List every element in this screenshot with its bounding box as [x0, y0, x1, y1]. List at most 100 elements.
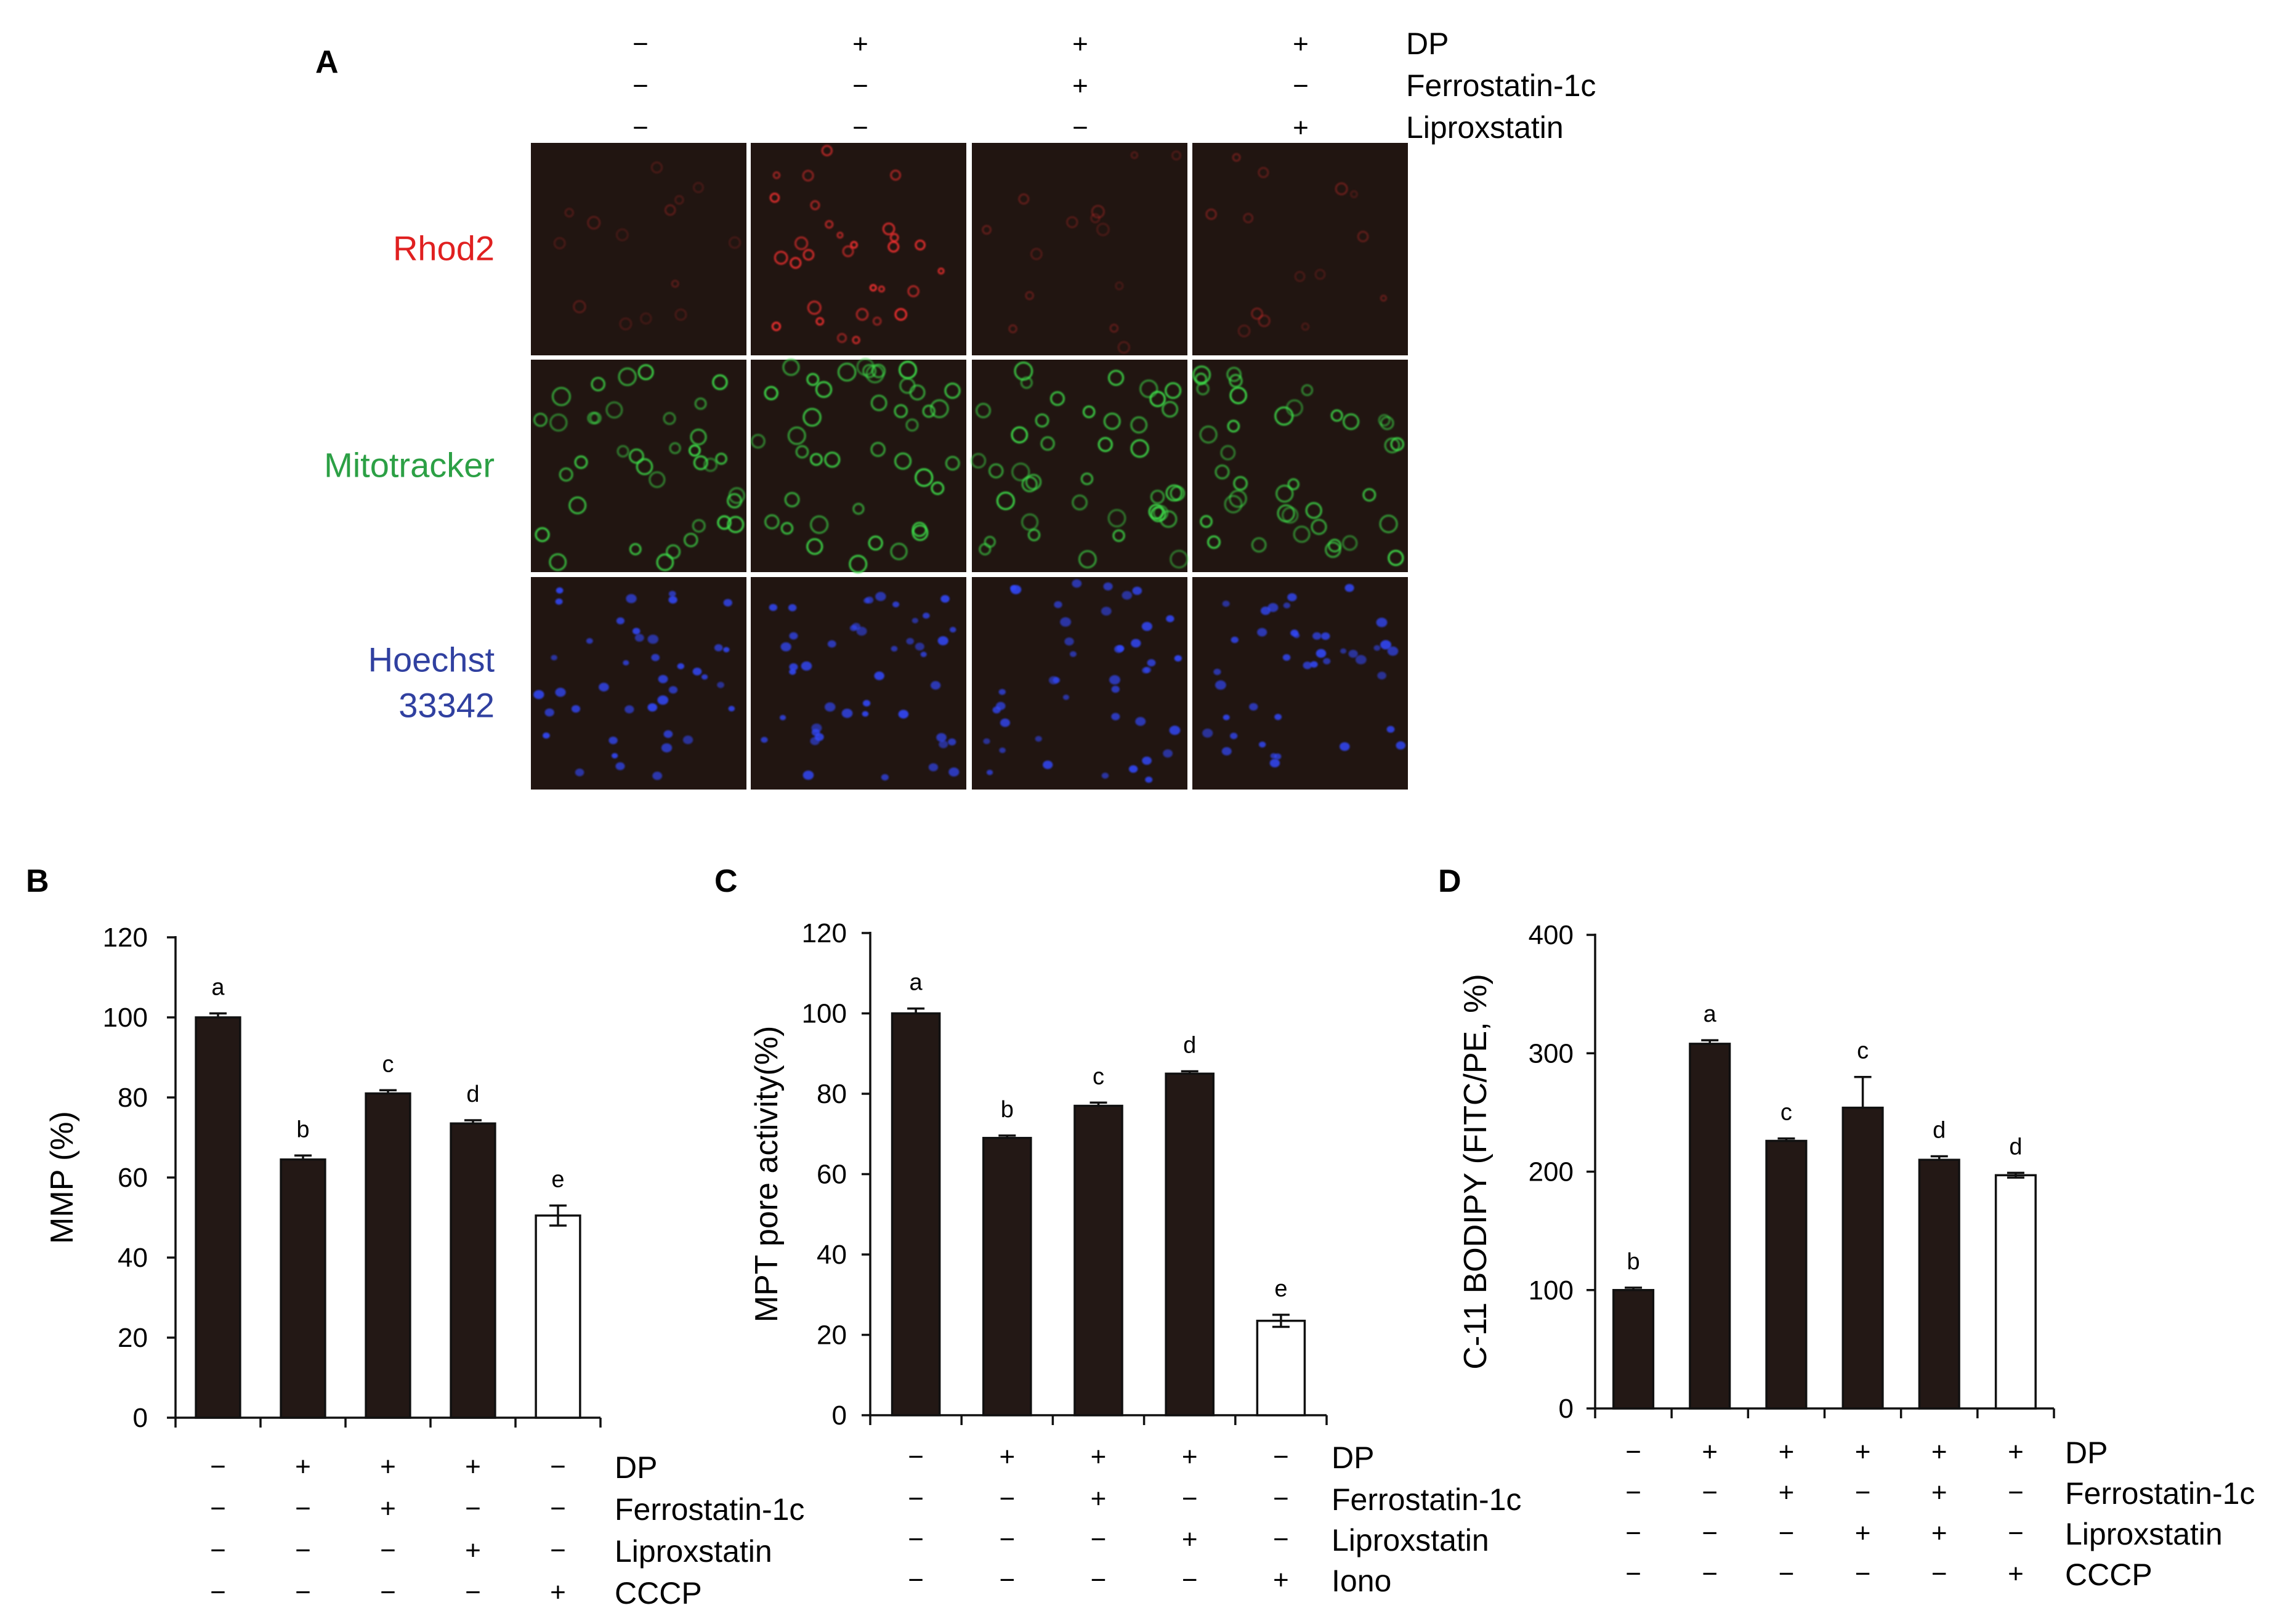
chart-c: C 0 20 40 60 80 100 120 MPT pore activity(%) a b c d…: [714, 863, 1521, 1598]
nucleus-dot: [986, 769, 993, 775]
treatment-sign: −: [210, 1493, 226, 1524]
treatment-sign: −: [210, 1577, 226, 1607]
calcium-signal: [1066, 216, 1078, 228]
bar: [365, 1092, 411, 1419]
calcium-signal: [650, 161, 663, 174]
mitochondria-ring: [559, 467, 573, 482]
panel-a: A − + + + DP − − + − Ferrostatin-1c − − − + Liproxstat…: [315, 26, 1596, 790]
calcium-signal: [894, 308, 908, 321]
mitochondria-ring: [870, 442, 886, 457]
mitochondria-ring: [868, 535, 883, 551]
nucleus-dot: [874, 671, 884, 681]
treatment-sign: +: [1931, 1477, 1947, 1508]
treatment-sign: −: [1625, 1437, 1641, 1467]
nucleus-dot: [1310, 661, 1318, 668]
treatment-sign: −: [908, 1484, 924, 1514]
treatment-sign: −: [295, 1535, 311, 1566]
nucleus-dot: [1128, 765, 1138, 773]
nucleus-dot: [1274, 714, 1282, 721]
treatment-sign: +: [1855, 1518, 1871, 1548]
treatment-sign: −: [380, 1535, 396, 1566]
nucleus-dot: [647, 703, 658, 712]
mitochondria-ring: [636, 458, 653, 475]
significance-letter: a: [211, 975, 225, 1001]
mitochondria-ring: [1311, 519, 1327, 535]
panel-a-treatment-signs: − + + + DP − − + − Ferrostatin-1c − − − + Liproxstatin: [633, 26, 1596, 145]
micrograph-background: [1192, 360, 1408, 572]
mitochondria-ring: [1224, 495, 1243, 514]
nucleus-dot: [616, 617, 625, 624]
panel-a-sign: +: [852, 29, 868, 59]
nucleus-dot: [801, 661, 812, 671]
mitochondria-ring: [616, 445, 629, 458]
mitochondria-ring: [1379, 514, 1398, 533]
nucleus-dot: [1267, 603, 1279, 612]
calcium-signal: [1251, 307, 1263, 320]
calcium-signal: [615, 228, 629, 241]
nucleus-dot: [1101, 772, 1109, 779]
calcium-signal: [836, 232, 844, 239]
calcium-signal: [890, 169, 902, 181]
calcium-signal: [1232, 153, 1241, 162]
mitochondria-ring: [549, 553, 567, 572]
mitochondria-ring: [717, 515, 732, 530]
y-tick-label: 0: [133, 1403, 148, 1433]
mitochondria-ring: [1150, 490, 1165, 504]
mitochondria-ring: [1097, 437, 1113, 452]
nucleus-dot: [1215, 680, 1226, 690]
micrograph-background: [531, 577, 746, 790]
nucleus-dot: [1000, 718, 1011, 727]
treatment-sign: −: [1625, 1477, 1641, 1508]
mitochondria-ring: [1035, 413, 1049, 428]
mitochondria-ring: [764, 514, 780, 530]
nucleus-dot: [701, 674, 708, 680]
treatment-sign: +: [1182, 1524, 1198, 1554]
micrograph-image: [751, 358, 966, 573]
nucleus-dot: [626, 594, 637, 604]
mitochondria-ring: [1220, 445, 1236, 461]
nucleus-dot: [892, 601, 900, 608]
nucleus-dot: [1221, 747, 1232, 756]
nucleus-dot: [923, 612, 930, 619]
nucleus-dot: [788, 604, 797, 612]
y-tick-label: 100: [802, 999, 847, 1029]
chart-d: D 0 100 200 300 400 C-11 BODIPY (FITC/PE, %) b a…: [1438, 863, 2255, 1592]
nucleus-dot: [1070, 651, 1077, 657]
nucleus-dot: [608, 737, 618, 745]
nucleus-dot: [1131, 639, 1141, 648]
mitochondria-ring: [1072, 494, 1088, 511]
nucleus-dot: [647, 634, 659, 644]
treatment-sign: −: [1702, 1559, 1718, 1589]
calcium-signal: [664, 204, 676, 216]
mitochondria-ring: [712, 374, 728, 390]
mitochondria-ring: [1215, 464, 1230, 480]
mitochondria-ring: [1330, 409, 1343, 422]
treatment-sign: −: [1625, 1518, 1641, 1548]
panel-letter: C: [714, 863, 738, 899]
calcium-signal: [815, 317, 825, 326]
bar: [1256, 1319, 1306, 1416]
nucleus-dot: [906, 637, 914, 645]
mitochondria-ring: [1388, 549, 1404, 567]
treatment-sign: −: [1273, 1442, 1289, 1472]
mitochondria-ring: [1226, 366, 1242, 382]
treatment-sign: −: [908, 1524, 924, 1554]
mitochondria-ring: [591, 376, 605, 392]
panel-a-sign: −: [633, 29, 649, 59]
y-tick-label: 200: [1529, 1157, 1574, 1187]
panel-a-treatment-label: Liproxstatin: [1406, 110, 1564, 145]
y-axis-label: MMP (%): [44, 1111, 80, 1244]
nucleus-dot: [1287, 593, 1297, 602]
treatment-sign: −: [1855, 1559, 1871, 1589]
calcium-signal: [1115, 281, 1124, 291]
nucleus-dot: [1340, 742, 1350, 751]
significance-letter: a: [910, 970, 923, 996]
mitochondria-ring: [1233, 476, 1248, 491]
calcium-signal: [878, 285, 886, 293]
nucleus-dot: [1231, 636, 1239, 644]
panel-a-sign: −: [852, 71, 868, 101]
nucleus-dot: [928, 763, 939, 772]
calcium-signal: [573, 300, 586, 313]
nucleus-dot: [586, 638, 593, 644]
treatment-sign: −: [2008, 1518, 2024, 1548]
